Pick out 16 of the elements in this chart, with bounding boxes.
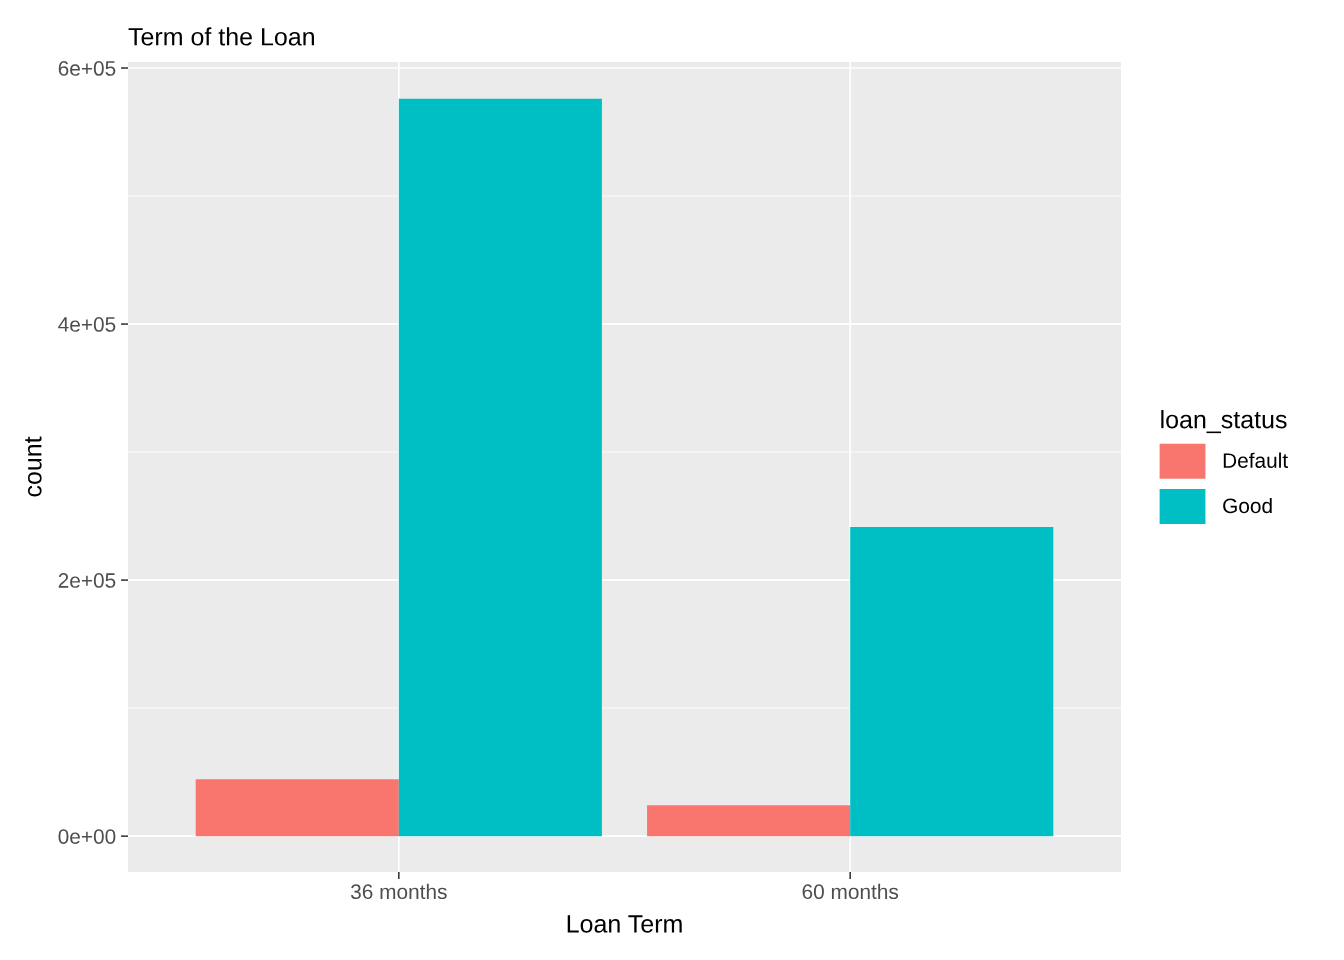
chart-title: Term of the Loan <box>128 27 314 46</box>
bar <box>850 527 1054 837</box>
y-tick-label: 4e+05 <box>58 317 116 332</box>
x-tick-label: 36 months <box>350 883 447 900</box>
legend-label: Good <box>1223 497 1272 514</box>
bar <box>647 805 851 837</box>
legend-title: loan_status <box>1161 410 1287 434</box>
x-tick-label: 60 months <box>802 883 899 900</box>
bar <box>398 98 602 837</box>
y-axis-title: count <box>25 436 42 497</box>
y-tick-label: 0e+00 <box>58 829 116 844</box>
x-axis-title: Loan Term <box>567 915 682 933</box>
legend-label: Default <box>1223 452 1288 468</box>
bar <box>195 779 399 837</box>
y-tick-label: 6e+05 <box>58 61 116 76</box>
y-tick-label: 2e+05 <box>58 573 116 588</box>
